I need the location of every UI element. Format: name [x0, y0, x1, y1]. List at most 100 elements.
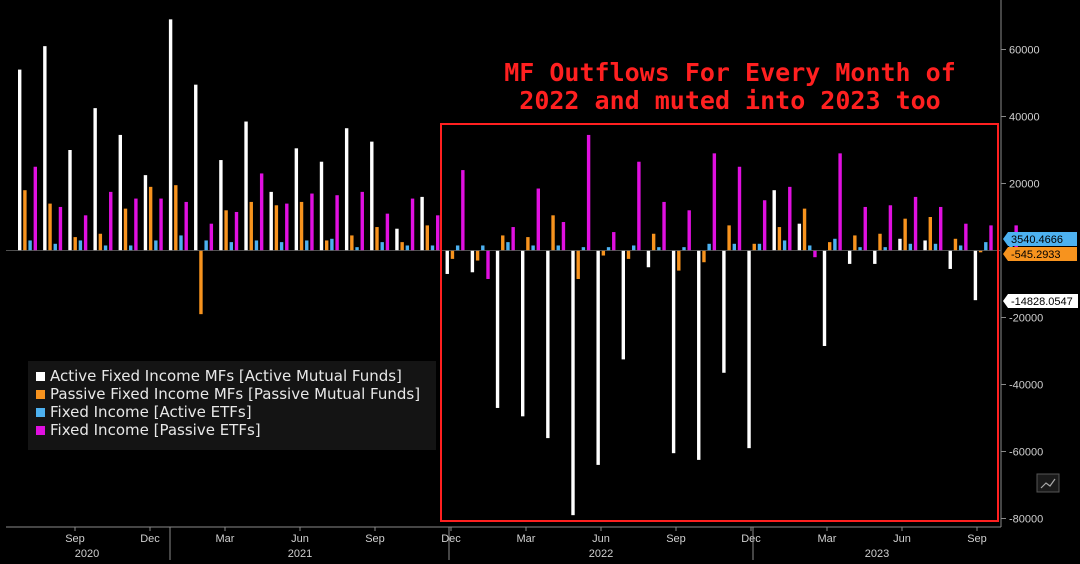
bar-1	[697, 250, 701, 460]
axes-layer: 60000 40000 20000 -20000 -40000 -60000 -80000 S…	[6, 0, 1043, 560]
bar-3	[732, 243, 736, 251]
chart-type-icon[interactable]	[1036, 473, 1060, 493]
bar-1	[747, 250, 751, 449]
bar-4	[33, 166, 37, 251]
bar-3	[531, 245, 535, 251]
bar-1	[521, 250, 525, 417]
bar-1	[571, 250, 575, 516]
bar-3	[254, 240, 259, 251]
bar-4	[335, 195, 339, 251]
x-tick-label: Jun	[291, 533, 309, 545]
bar-1	[646, 250, 651, 268]
bar-3	[632, 245, 636, 251]
bar-3	[581, 247, 586, 251]
last-value-text: 3540.4666	[1011, 234, 1063, 246]
bar-4	[939, 206, 943, 251]
bar-3	[204, 240, 208, 251]
bar-1	[93, 108, 97, 251]
x-tick-label: Dec	[441, 533, 461, 545]
bar-3	[330, 238, 334, 251]
bar-2	[148, 186, 153, 251]
bar-2	[903, 218, 907, 251]
bar-3	[657, 247, 661, 251]
x-tick-label: Sep	[365, 533, 385, 545]
bar-1	[923, 240, 927, 251]
bar-3	[53, 243, 57, 251]
bar-4	[83, 215, 88, 251]
bar-3	[455, 245, 460, 251]
bar-4	[259, 173, 264, 251]
x-tick-label: Mar	[818, 533, 837, 545]
bar-3	[229, 242, 233, 251]
bar-4	[360, 191, 364, 251]
bar-4	[989, 225, 993, 251]
bar-4	[737, 166, 742, 251]
bar-2	[828, 242, 832, 251]
bar-3	[103, 245, 108, 251]
bar-4	[586, 134, 591, 251]
x-tick-label: Mar	[517, 533, 536, 545]
last-value-labels: 3540.4666 -545.2933 -14828.0547	[1003, 232, 1078, 308]
bar-3	[757, 243, 762, 251]
legend-label: Fixed Income [Active ETFs]	[50, 403, 252, 421]
bar-2	[48, 203, 52, 251]
bar-4	[788, 186, 792, 251]
bar-1	[319, 161, 324, 251]
bar-1	[118, 134, 122, 251]
x-tick-label: Sep	[65, 533, 85, 545]
highlight-box	[440, 123, 999, 522]
bar-2	[677, 250, 681, 271]
legend-background	[28, 361, 436, 450]
bar-2	[98, 233, 103, 251]
x-tick-label: Sep	[967, 533, 987, 545]
bar-2	[752, 243, 756, 251]
bar-4	[310, 193, 314, 251]
last-value-flag	[1003, 232, 1077, 246]
bar-2	[978, 250, 983, 253]
bar-1	[722, 250, 726, 373]
bar-3	[380, 242, 384, 251]
bar-1	[546, 250, 550, 439]
bar-3	[405, 245, 410, 251]
bar-3	[179, 235, 183, 251]
bar-3	[556, 245, 560, 251]
bar-1	[18, 69, 22, 251]
bar-3	[430, 245, 435, 251]
legend: Active Fixed Income MFs [Active Mutual F…	[28, 361, 436, 450]
bar-1	[294, 148, 299, 251]
bar-3	[606, 247, 611, 251]
bar-2	[853, 235, 857, 251]
bar-2	[802, 208, 807, 251]
y-tick-label: 40000	[1009, 112, 1040, 124]
bar-4	[838, 153, 842, 251]
x-tick-label: Dec	[741, 533, 761, 545]
bar-3	[707, 243, 711, 251]
x-tick-label: Mar	[216, 533, 235, 545]
bar-1	[370, 141, 374, 251]
bar-2	[777, 227, 782, 251]
y-tick-label: -20000	[1009, 313, 1043, 325]
bar-1	[873, 250, 877, 264]
bar-3	[833, 238, 837, 251]
bar-4	[888, 205, 893, 251]
annotation-line-2: 2022 and muted into 2023 too	[519, 86, 940, 115]
bar-4	[662, 201, 666, 251]
x-year-label: 2020	[75, 548, 99, 560]
bar-3	[808, 245, 812, 251]
bar-4	[561, 222, 566, 251]
bar-3	[506, 242, 510, 251]
bar-2	[475, 250, 480, 261]
bar-4	[687, 210, 691, 251]
bar-1	[395, 228, 399, 251]
bar-2	[274, 205, 279, 251]
bar-2	[878, 233, 882, 251]
bar-4	[109, 191, 113, 251]
bar-4	[209, 223, 214, 251]
bar-4	[813, 250, 817, 258]
bar-3	[305, 240, 309, 251]
x-year-label: 2023	[865, 548, 889, 560]
bar-4	[436, 215, 440, 251]
bar-2	[23, 190, 27, 251]
x-tick-label: Jun	[893, 533, 911, 545]
